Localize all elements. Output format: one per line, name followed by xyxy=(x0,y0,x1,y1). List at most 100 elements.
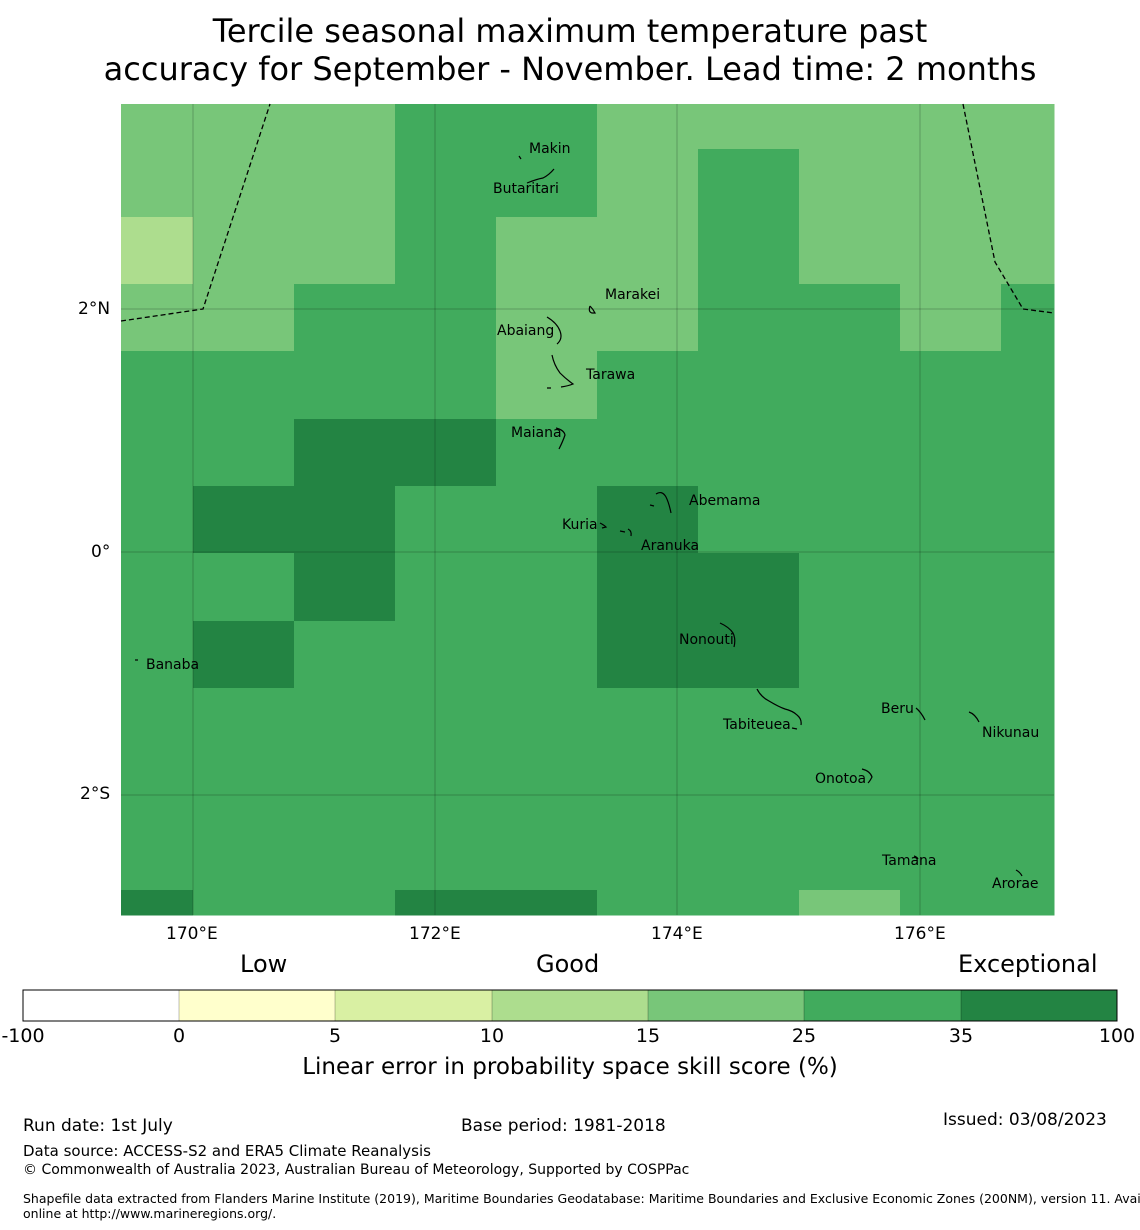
grid-cell xyxy=(395,217,497,285)
colorbar-tick: -100 xyxy=(1,1025,45,1047)
grid-cell xyxy=(597,351,699,420)
grid-cell xyxy=(193,149,295,218)
grid-cell xyxy=(1001,486,1055,554)
grid-cell xyxy=(597,756,699,824)
chart-title-line-1: Tercile seasonal maximum temperature pas… xyxy=(212,12,928,50)
place-label-tabiteuea: Tabiteuea xyxy=(723,717,791,733)
place-label-beru: Beru xyxy=(881,701,914,717)
colorbar-tick: 5 xyxy=(328,1025,342,1047)
colorbar xyxy=(22,989,1118,1022)
place-label-nonouti: Nonouti xyxy=(679,632,734,648)
grid-cell xyxy=(121,149,194,218)
grid-cell xyxy=(496,890,598,916)
grid-cell xyxy=(294,688,396,757)
grid-cell xyxy=(799,217,901,285)
lon-label-172e: 172°E xyxy=(409,924,461,944)
grid-cell xyxy=(496,553,598,622)
grid-cell xyxy=(799,553,901,622)
grid-cell xyxy=(799,104,901,150)
eez-boundary xyxy=(120,103,1055,322)
grid-cell xyxy=(597,284,699,352)
grid-cell xyxy=(698,149,800,218)
grid-cell xyxy=(597,104,699,150)
grid-cell xyxy=(900,217,1002,285)
island-aranuka xyxy=(619,528,632,537)
colorbar-tick: 25 xyxy=(791,1025,817,1047)
grid-cell xyxy=(900,284,1002,352)
grid-cell xyxy=(1001,688,1055,757)
grid-cell xyxy=(193,351,295,420)
colorbar-tick: 35 xyxy=(948,1025,974,1047)
grid-cell xyxy=(799,890,901,916)
grid-cell xyxy=(395,351,497,420)
grid-cell xyxy=(698,104,800,150)
grid-cell xyxy=(900,621,1002,689)
place-label-maiana: Maiana xyxy=(511,425,562,441)
grid-cell xyxy=(193,486,295,554)
run-date: Run date: 1st July xyxy=(23,1116,173,1136)
grid-cell xyxy=(193,553,295,622)
place-label-kuria: Kuria xyxy=(562,517,598,533)
grid-cell xyxy=(900,486,1002,554)
lat-label-2n: 2°N xyxy=(78,299,111,319)
grid-cell xyxy=(121,553,194,622)
island-tabiteuea xyxy=(756,688,802,730)
grid-cell xyxy=(900,756,1002,824)
grid-cell xyxy=(900,351,1002,420)
grid-cell xyxy=(799,419,901,487)
grid-cell xyxy=(496,419,598,487)
colorbar-label: Linear error in probability space skill … xyxy=(302,1054,838,1080)
grid-cell xyxy=(193,688,295,757)
copyright: © Commonwealth of Australia 2023, Austra… xyxy=(23,1162,690,1178)
grid-cell xyxy=(294,553,396,622)
island-tarawa xyxy=(547,354,575,389)
grid-cell xyxy=(395,419,497,487)
grid-cell xyxy=(698,284,800,352)
grid-cell xyxy=(121,688,194,757)
grid-cell xyxy=(496,621,598,689)
colorbar-swatch xyxy=(23,990,179,1021)
grid-cell xyxy=(597,419,699,487)
data-source: Data source: ACCESS-S2 and ERA5 Climate … xyxy=(23,1142,431,1160)
grid-cell xyxy=(1001,284,1055,352)
island-arorae xyxy=(1015,869,1023,877)
grid-cell xyxy=(496,351,598,420)
grid-cell xyxy=(597,149,699,218)
grid-cell xyxy=(121,284,194,352)
grid-cell xyxy=(900,890,1002,916)
grid-cell xyxy=(395,553,497,622)
grid-cell xyxy=(193,104,295,150)
island-outlines xyxy=(135,155,1023,877)
grid-cell xyxy=(395,149,497,218)
grid-cell xyxy=(597,890,699,916)
colorbar-swatch xyxy=(335,990,492,1021)
grid-cell xyxy=(294,486,396,554)
grid-cell xyxy=(395,823,497,891)
grid-cell xyxy=(496,284,598,352)
grid-cell xyxy=(496,149,598,218)
colorbar-heading-exceptional: Exceptional xyxy=(958,950,1098,978)
grid-cell xyxy=(193,621,295,689)
grid-cell xyxy=(597,486,699,554)
grid-cell xyxy=(698,351,800,420)
place-label-marakei: Marakei xyxy=(605,287,661,303)
eez-line-east xyxy=(962,103,1055,314)
lat-label-2s: 2°S xyxy=(80,784,111,804)
grid-cell xyxy=(698,823,800,891)
shapefile-credit-line-2: online at http://www.marineregions.org/. xyxy=(23,1206,277,1221)
grid-cell xyxy=(900,823,1002,891)
grid-cell xyxy=(193,756,295,824)
grid-cell xyxy=(799,756,901,824)
colorbar-heading-good: Good xyxy=(536,950,600,978)
place-label-tarawa: Tarawa xyxy=(586,367,636,383)
grid-cell xyxy=(698,688,800,757)
place-label-onotoa: Onotoa xyxy=(815,771,867,787)
issued-date: Issued: 03/08/2023 xyxy=(943,1110,1107,1130)
grid-cell xyxy=(597,823,699,891)
grid-cell xyxy=(496,217,598,285)
grid-cell xyxy=(496,104,598,150)
island-nonouti xyxy=(719,622,736,648)
grid-cell xyxy=(121,104,194,150)
grid-cell xyxy=(900,688,1002,757)
grid-cell xyxy=(294,890,396,916)
